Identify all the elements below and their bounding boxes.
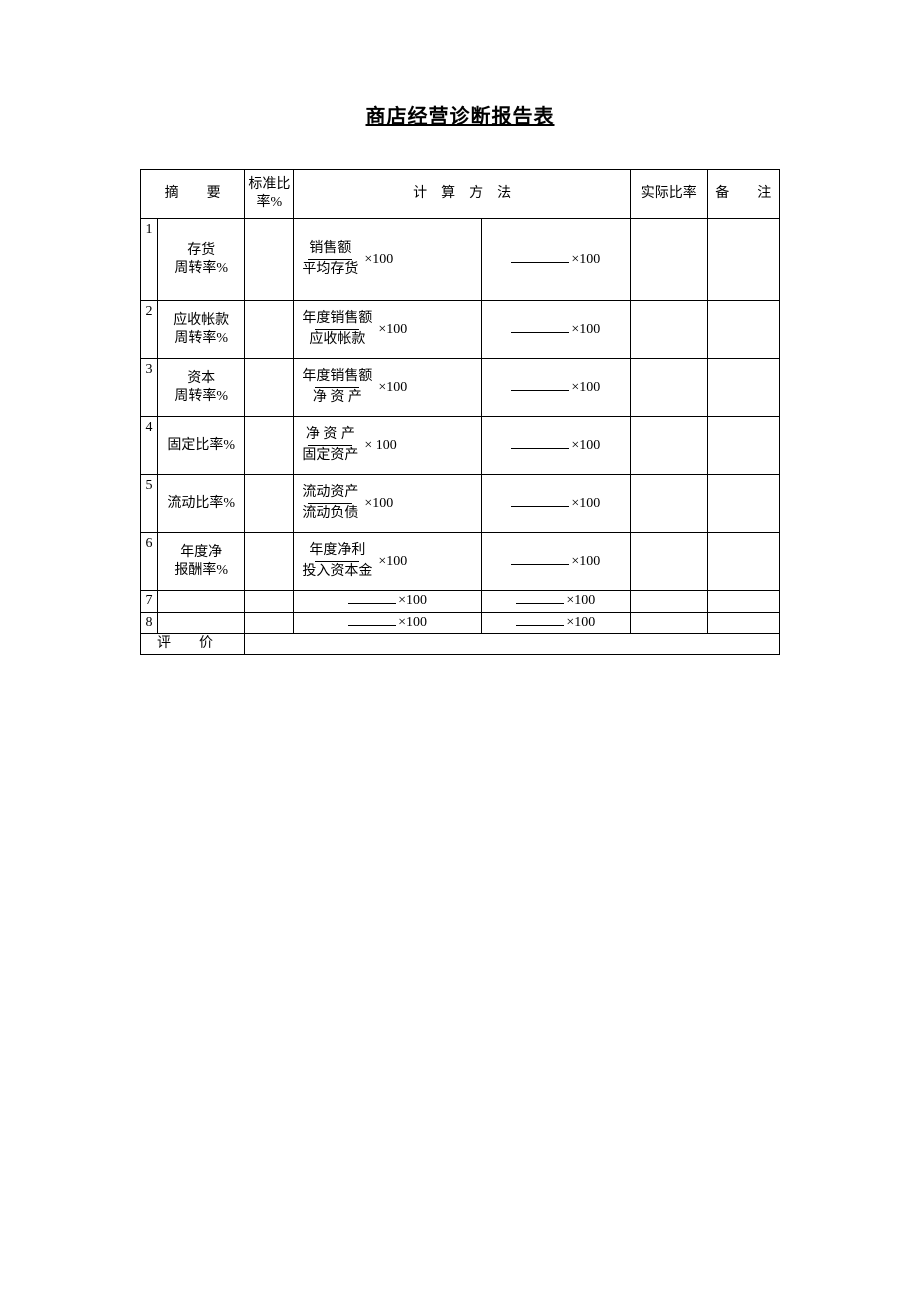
row-note [707, 417, 779, 475]
row-actual-rate [630, 533, 707, 591]
header-note: 备 注 [707, 170, 779, 219]
diagnosis-table: 摘 要 标准比率% 计 算 方 法 实际比率 备 注 1 存货 周转率% 销售额… [140, 169, 780, 655]
header-calc-method: 计 算 方 法 [294, 170, 631, 219]
row-note [707, 591, 779, 612]
row-summary [158, 591, 245, 612]
row-formula: ×100 [294, 591, 481, 612]
table-row: 1 存货 周转率% 销售额 平均存货 ×100 ×100 [141, 219, 780, 301]
row-actual-rate [630, 591, 707, 612]
row-summary: 固定比率% [158, 417, 245, 475]
row-actual-rate [630, 417, 707, 475]
table-row: 6 年度净 报酬率% 年度净利 投入资本金 ×100 ×100 [141, 533, 780, 591]
header-standard-rate: 标准比率% [245, 170, 294, 219]
row-formula: 年度净利 投入资本金 ×100 [294, 533, 481, 591]
row-blank-formula: ×100 [481, 219, 630, 301]
row-formula: 年度销售额 应收帐款 ×100 [294, 301, 481, 359]
table-row: 7 ×100 ×100 [141, 591, 780, 612]
row-number: 7 [141, 591, 158, 612]
row-std-rate [245, 475, 294, 533]
row-note [707, 533, 779, 591]
row-summary: 流动比率% [158, 475, 245, 533]
row-summary: 年度净 报酬率% [158, 533, 245, 591]
row-std-rate [245, 612, 294, 633]
row-actual-rate [630, 475, 707, 533]
row-number: 5 [141, 475, 158, 533]
row-blank-formula: ×100 [481, 591, 630, 612]
row-formula: 年度销售额 净 资 产 ×100 [294, 359, 481, 417]
row-blank-formula: ×100 [481, 359, 630, 417]
table-header-row: 摘 要 标准比率% 计 算 方 法 实际比率 备 注 [141, 170, 780, 219]
row-number: 1 [141, 219, 158, 301]
row-std-rate [245, 417, 294, 475]
row-note [707, 612, 779, 633]
row-std-rate [245, 219, 294, 301]
row-blank-formula: ×100 [481, 533, 630, 591]
eval-content [245, 633, 780, 654]
table-row: 5 流动比率% 流动资产 流动负债 ×100 ×100 [141, 475, 780, 533]
document-page: 商店经营诊断报告表 摘 要 标准比率% 计 算 方 法 实际比率 备 注 1 存… [0, 0, 920, 655]
row-std-rate [245, 359, 294, 417]
row-blank-formula: ×100 [481, 612, 630, 633]
table-row: 4 固定比率% 净 资 产 固定资产 × 100 ×100 [141, 417, 780, 475]
row-formula: 销售额 平均存货 ×100 [294, 219, 481, 301]
row-std-rate [245, 533, 294, 591]
page-title: 商店经营诊断报告表 [140, 100, 780, 129]
row-formula: ×100 [294, 612, 481, 633]
row-actual-rate [630, 219, 707, 301]
row-summary [158, 612, 245, 633]
row-number: 4 [141, 417, 158, 475]
header-summary: 摘 要 [141, 170, 245, 219]
row-note [707, 219, 779, 301]
row-blank-formula: ×100 [481, 475, 630, 533]
row-summary: 存货 周转率% [158, 219, 245, 301]
row-std-rate [245, 591, 294, 612]
row-actual-rate [630, 301, 707, 359]
table-row: 3 资本 周转率% 年度销售额 净 资 产 ×100 ×100 [141, 359, 780, 417]
row-summary: 应收帐款 周转率% [158, 301, 245, 359]
row-formula: 流动资产 流动负债 ×100 [294, 475, 481, 533]
eval-label: 评 价 [141, 633, 245, 654]
row-number: 8 [141, 612, 158, 633]
row-actual-rate [630, 359, 707, 417]
row-number: 2 [141, 301, 158, 359]
table-footer-row: 评 价 [141, 633, 780, 654]
row-actual-rate [630, 612, 707, 633]
row-number: 3 [141, 359, 158, 417]
row-blank-formula: ×100 [481, 417, 630, 475]
row-blank-formula: ×100 [481, 301, 630, 359]
row-std-rate [245, 301, 294, 359]
row-note [707, 475, 779, 533]
header-actual-rate: 实际比率 [630, 170, 707, 219]
row-formula: 净 资 产 固定资产 × 100 [294, 417, 481, 475]
row-note [707, 301, 779, 359]
table-row: 8 ×100 ×100 [141, 612, 780, 633]
row-summary: 资本 周转率% [158, 359, 245, 417]
table-row: 2 应收帐款 周转率% 年度销售额 应收帐款 ×100 ×100 [141, 301, 780, 359]
row-note [707, 359, 779, 417]
row-number: 6 [141, 533, 158, 591]
